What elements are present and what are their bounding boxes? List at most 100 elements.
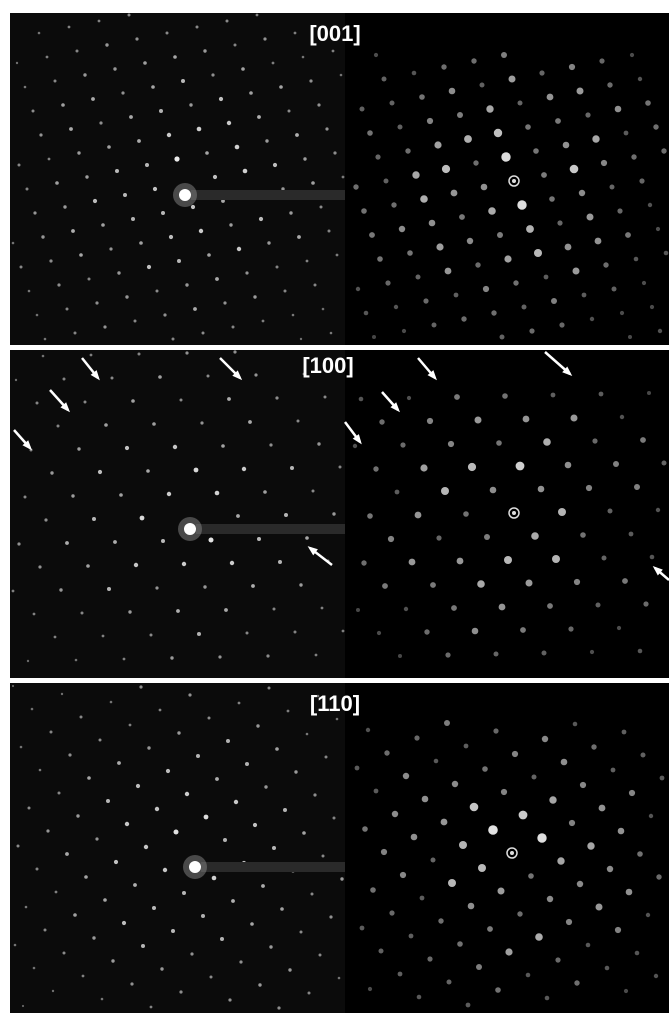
- simulated-spot: [586, 485, 592, 491]
- simulated-spot: [654, 974, 658, 978]
- diffraction-spot: [88, 278, 91, 281]
- diffraction-spot: [115, 169, 119, 173]
- diffraction-spot: [283, 808, 287, 812]
- simulated-spot: [391, 202, 396, 207]
- diffraction-spot: [265, 139, 268, 142]
- diffraction-spot: [138, 353, 141, 356]
- diffraction-spot: [17, 542, 20, 545]
- simulated-spot: [398, 972, 403, 977]
- diffraction-spot: [257, 115, 261, 119]
- diffraction-spot: [52, 990, 54, 992]
- diffraction-spot: [159, 709, 162, 712]
- simulated-spot: [475, 262, 480, 267]
- simulated-spot: [602, 556, 607, 561]
- simulated-spot: [565, 462, 572, 469]
- simulated-spot: [599, 392, 604, 397]
- diffraction-spot: [12, 242, 15, 245]
- diffraction-spot: [28, 290, 31, 293]
- simulated-spot: [643, 601, 648, 606]
- diffraction-spot: [223, 301, 226, 304]
- diffraction-spot: [269, 443, 272, 446]
- simulated-spot: [649, 814, 653, 818]
- diffraction-spot: [269, 945, 272, 948]
- simulated-spot: [377, 631, 381, 635]
- diffraction-spot: [207, 375, 210, 378]
- diffraction-spot: [147, 746, 150, 749]
- simulated-spot: [620, 415, 624, 419]
- diffraction-spot: [71, 494, 74, 497]
- diffraction-spot: [59, 588, 62, 591]
- simulated-spot: [580, 532, 586, 538]
- diffraction-spot: [311, 893, 314, 896]
- diffraction-spot: [101, 998, 104, 1001]
- diffraction-spot: [191, 205, 195, 209]
- simulated-spot: [574, 980, 579, 985]
- simulated-spot: [494, 652, 499, 657]
- simulated-spot: [471, 58, 476, 63]
- simulated-spot: [464, 744, 469, 749]
- diffraction-spot: [314, 284, 317, 287]
- simulated-spot: [569, 820, 575, 826]
- simulated-spot: [388, 536, 394, 542]
- diffraction-spot: [338, 977, 341, 980]
- diffraction-spot: [125, 822, 129, 826]
- diffraction-spot: [253, 823, 257, 827]
- diffraction-spot: [230, 561, 234, 565]
- simulated-spot: [574, 579, 580, 585]
- diffraction-spot: [90, 354, 93, 357]
- experimental-pattern-bg: [10, 350, 345, 678]
- simulated-spot: [535, 933, 543, 941]
- diffraction-spot: [129, 115, 133, 119]
- diffraction-spot: [107, 587, 111, 591]
- simulated-spot: [427, 118, 433, 124]
- simulated-spot: [457, 558, 464, 565]
- simulated-spot: [394, 305, 398, 309]
- simulated-spot: [661, 148, 666, 153]
- simulated-spot: [519, 811, 528, 820]
- diffraction-spot: [22, 1005, 24, 1007]
- simulated-spot: [518, 101, 523, 106]
- diffraction-spot: [250, 922, 254, 926]
- simulated-spot: [441, 64, 446, 69]
- simulated-spot: [513, 280, 518, 285]
- diffraction-spot: [159, 109, 163, 113]
- diffraction-spot: [261, 884, 265, 888]
- diffraction-spot: [177, 731, 180, 734]
- diffraction-spot: [24, 496, 27, 499]
- diffraction-spot: [161, 539, 165, 543]
- simulated-spot: [624, 989, 628, 993]
- simulated-spot: [476, 964, 482, 970]
- diffraction-spot: [91, 97, 95, 101]
- diffraction-spot: [95, 837, 98, 840]
- diffraction-spot: [20, 746, 23, 749]
- simulated-spot: [496, 440, 502, 446]
- diffraction-spot: [262, 320, 265, 323]
- simulated-spot: [417, 995, 422, 1000]
- diffraction-spot: [279, 85, 283, 89]
- diffraction-spot: [167, 492, 171, 496]
- diffraction-spot: [221, 444, 225, 448]
- simulated-spot: [420, 896, 425, 901]
- simulated-spot: [463, 511, 469, 517]
- simulated-spot: [555, 118, 561, 124]
- diffraction-spot: [328, 230, 331, 233]
- simulated-spot: [407, 250, 413, 256]
- simulated-spot: [451, 605, 457, 611]
- diffraction-spot: [163, 868, 167, 872]
- simulated-spot: [420, 195, 428, 203]
- diffraction-spot: [215, 777, 219, 781]
- simulated-spot: [618, 828, 625, 835]
- simulated-spot: [650, 555, 655, 560]
- diffraction-spot: [125, 295, 128, 298]
- diffraction-spot: [76, 814, 79, 817]
- simulated-spot: [647, 391, 651, 395]
- diffraction-spot: [232, 326, 235, 329]
- diffraction-spot: [332, 512, 335, 515]
- diffraction-spot: [277, 1006, 280, 1009]
- simulated-pattern-bg: [345, 13, 669, 345]
- diffraction-spot: [17, 845, 20, 848]
- diffraction-spot: [150, 634, 153, 637]
- diffraction-spot: [161, 211, 165, 215]
- simulated-spot: [504, 255, 511, 262]
- diffraction-spot: [272, 62, 275, 65]
